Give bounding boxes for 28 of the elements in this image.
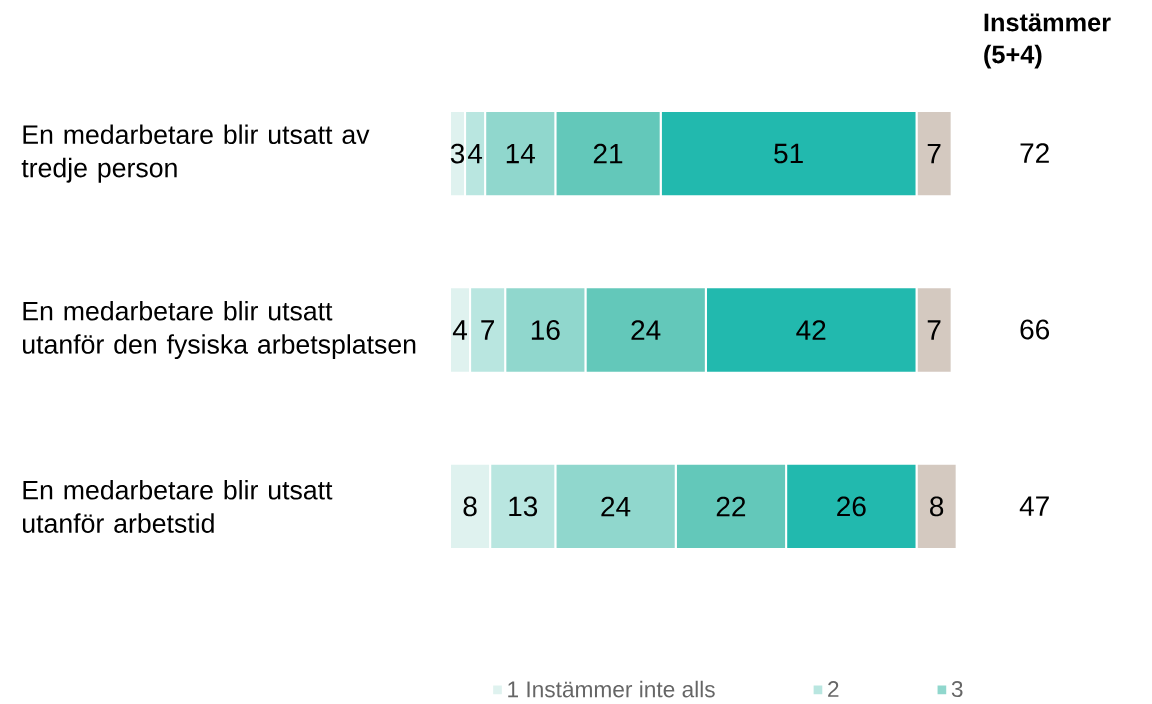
data-label: 8 xyxy=(930,496,944,517)
data-label: 13 xyxy=(509,496,538,517)
data-label: 4 xyxy=(467,143,483,164)
data-label: 21 xyxy=(593,143,623,164)
data-label: 14 xyxy=(506,143,535,164)
y-tick-label: En medarbetare blir utsatt av tredje person xyxy=(21,124,370,183)
data-label: 26 xyxy=(837,496,866,517)
data-label: 3 xyxy=(450,143,465,164)
data-label: 7 xyxy=(481,320,494,340)
data-label: 22 xyxy=(716,496,746,517)
y-tick-label: En medarbetare blir utsatt utanför den fysiska arbetsplatsen xyxy=(23,300,416,360)
text: 47 xyxy=(1019,496,1049,516)
data-label: 51 xyxy=(774,143,803,164)
data-label: 4 xyxy=(452,320,467,340)
data-label: 8 xyxy=(463,496,477,517)
data-label: 7 xyxy=(927,320,941,340)
y-tick-label: En medarbetare blir utsatt utanför arbetstid xyxy=(23,479,333,533)
data-label: 42 xyxy=(796,320,826,340)
legend-label: 2 xyxy=(828,681,839,697)
text: Instämmer (5+4) xyxy=(984,13,1111,69)
text: 72 xyxy=(1020,143,1049,163)
legend-label: 1 Instämmer inte alls xyxy=(508,680,715,698)
data-label: 24 xyxy=(601,496,631,517)
text: 66 xyxy=(1020,319,1050,340)
data-label: 7 xyxy=(927,143,941,164)
legend-label: 3 xyxy=(951,681,963,698)
data-label: 16 xyxy=(531,320,560,340)
data-label: 24 xyxy=(631,320,661,340)
